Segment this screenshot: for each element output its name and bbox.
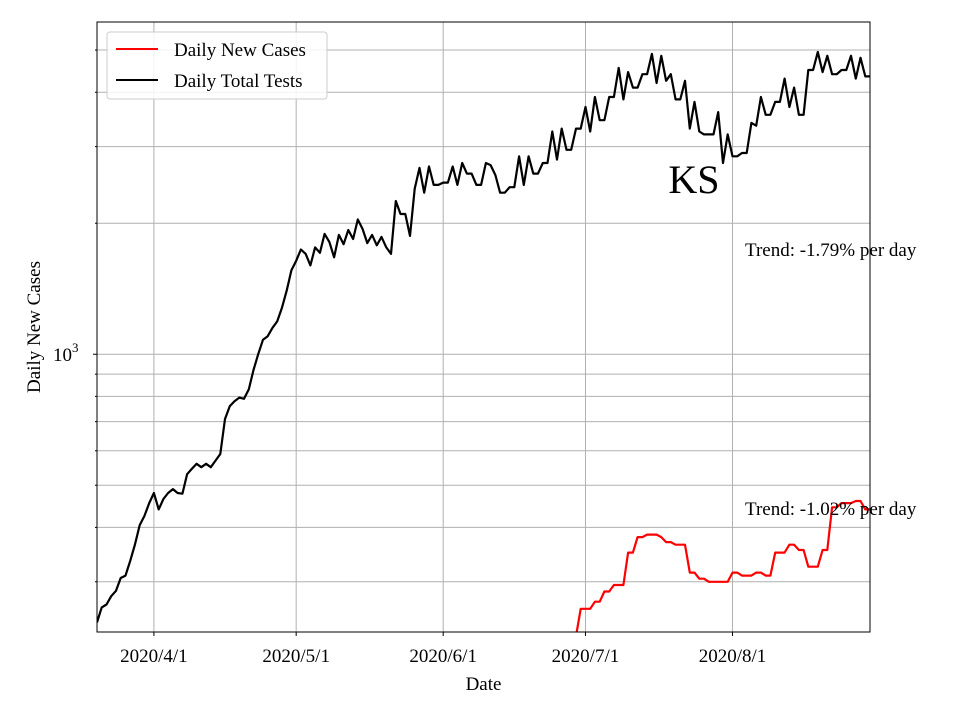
x-tick-label: 2020/6/1	[409, 646, 477, 667]
trend-annotation-cases: Trend: -1.02% per day	[745, 499, 917, 520]
chart-title: KS	[668, 157, 719, 202]
x-tick-label: 2020/7/1	[552, 646, 620, 667]
legend: Daily New Cases Daily Total Tests	[106, 31, 328, 100]
y-tick-label-exponent: 3	[72, 340, 79, 355]
legend-label-daily-total-tests: Daily Total Tests	[174, 71, 303, 92]
grid-lines	[97, 22, 870, 632]
x-tick-label: 2020/8/1	[699, 646, 767, 667]
series-layer	[97, 50, 870, 632]
legend-box	[106, 31, 328, 100]
trend-annotation-tests: Trend: -1.79% per day	[745, 240, 917, 261]
y-axis-label: Daily New Cases	[24, 261, 45, 393]
series-line-daily-total-tests	[97, 50, 870, 623]
legend-label-daily-new-cases: Daily New Cases	[174, 40, 306, 61]
x-tick-label: 2020/5/1	[262, 646, 330, 667]
y-axis-ticks: 10 3	[53, 49, 97, 583]
x-axis-ticks: 2020/4/1 2020/5/1 2020/6/1 2020/7/1 2020/8/1	[120, 632, 766, 667]
series-line-daily-new-cases	[575, 499, 870, 632]
x-axis-label: Date	[466, 674, 502, 695]
plot-frame	[96, 21, 871, 633]
y-tick-label: 10	[53, 345, 72, 366]
x-tick-label: 2020/4/1	[120, 646, 188, 667]
